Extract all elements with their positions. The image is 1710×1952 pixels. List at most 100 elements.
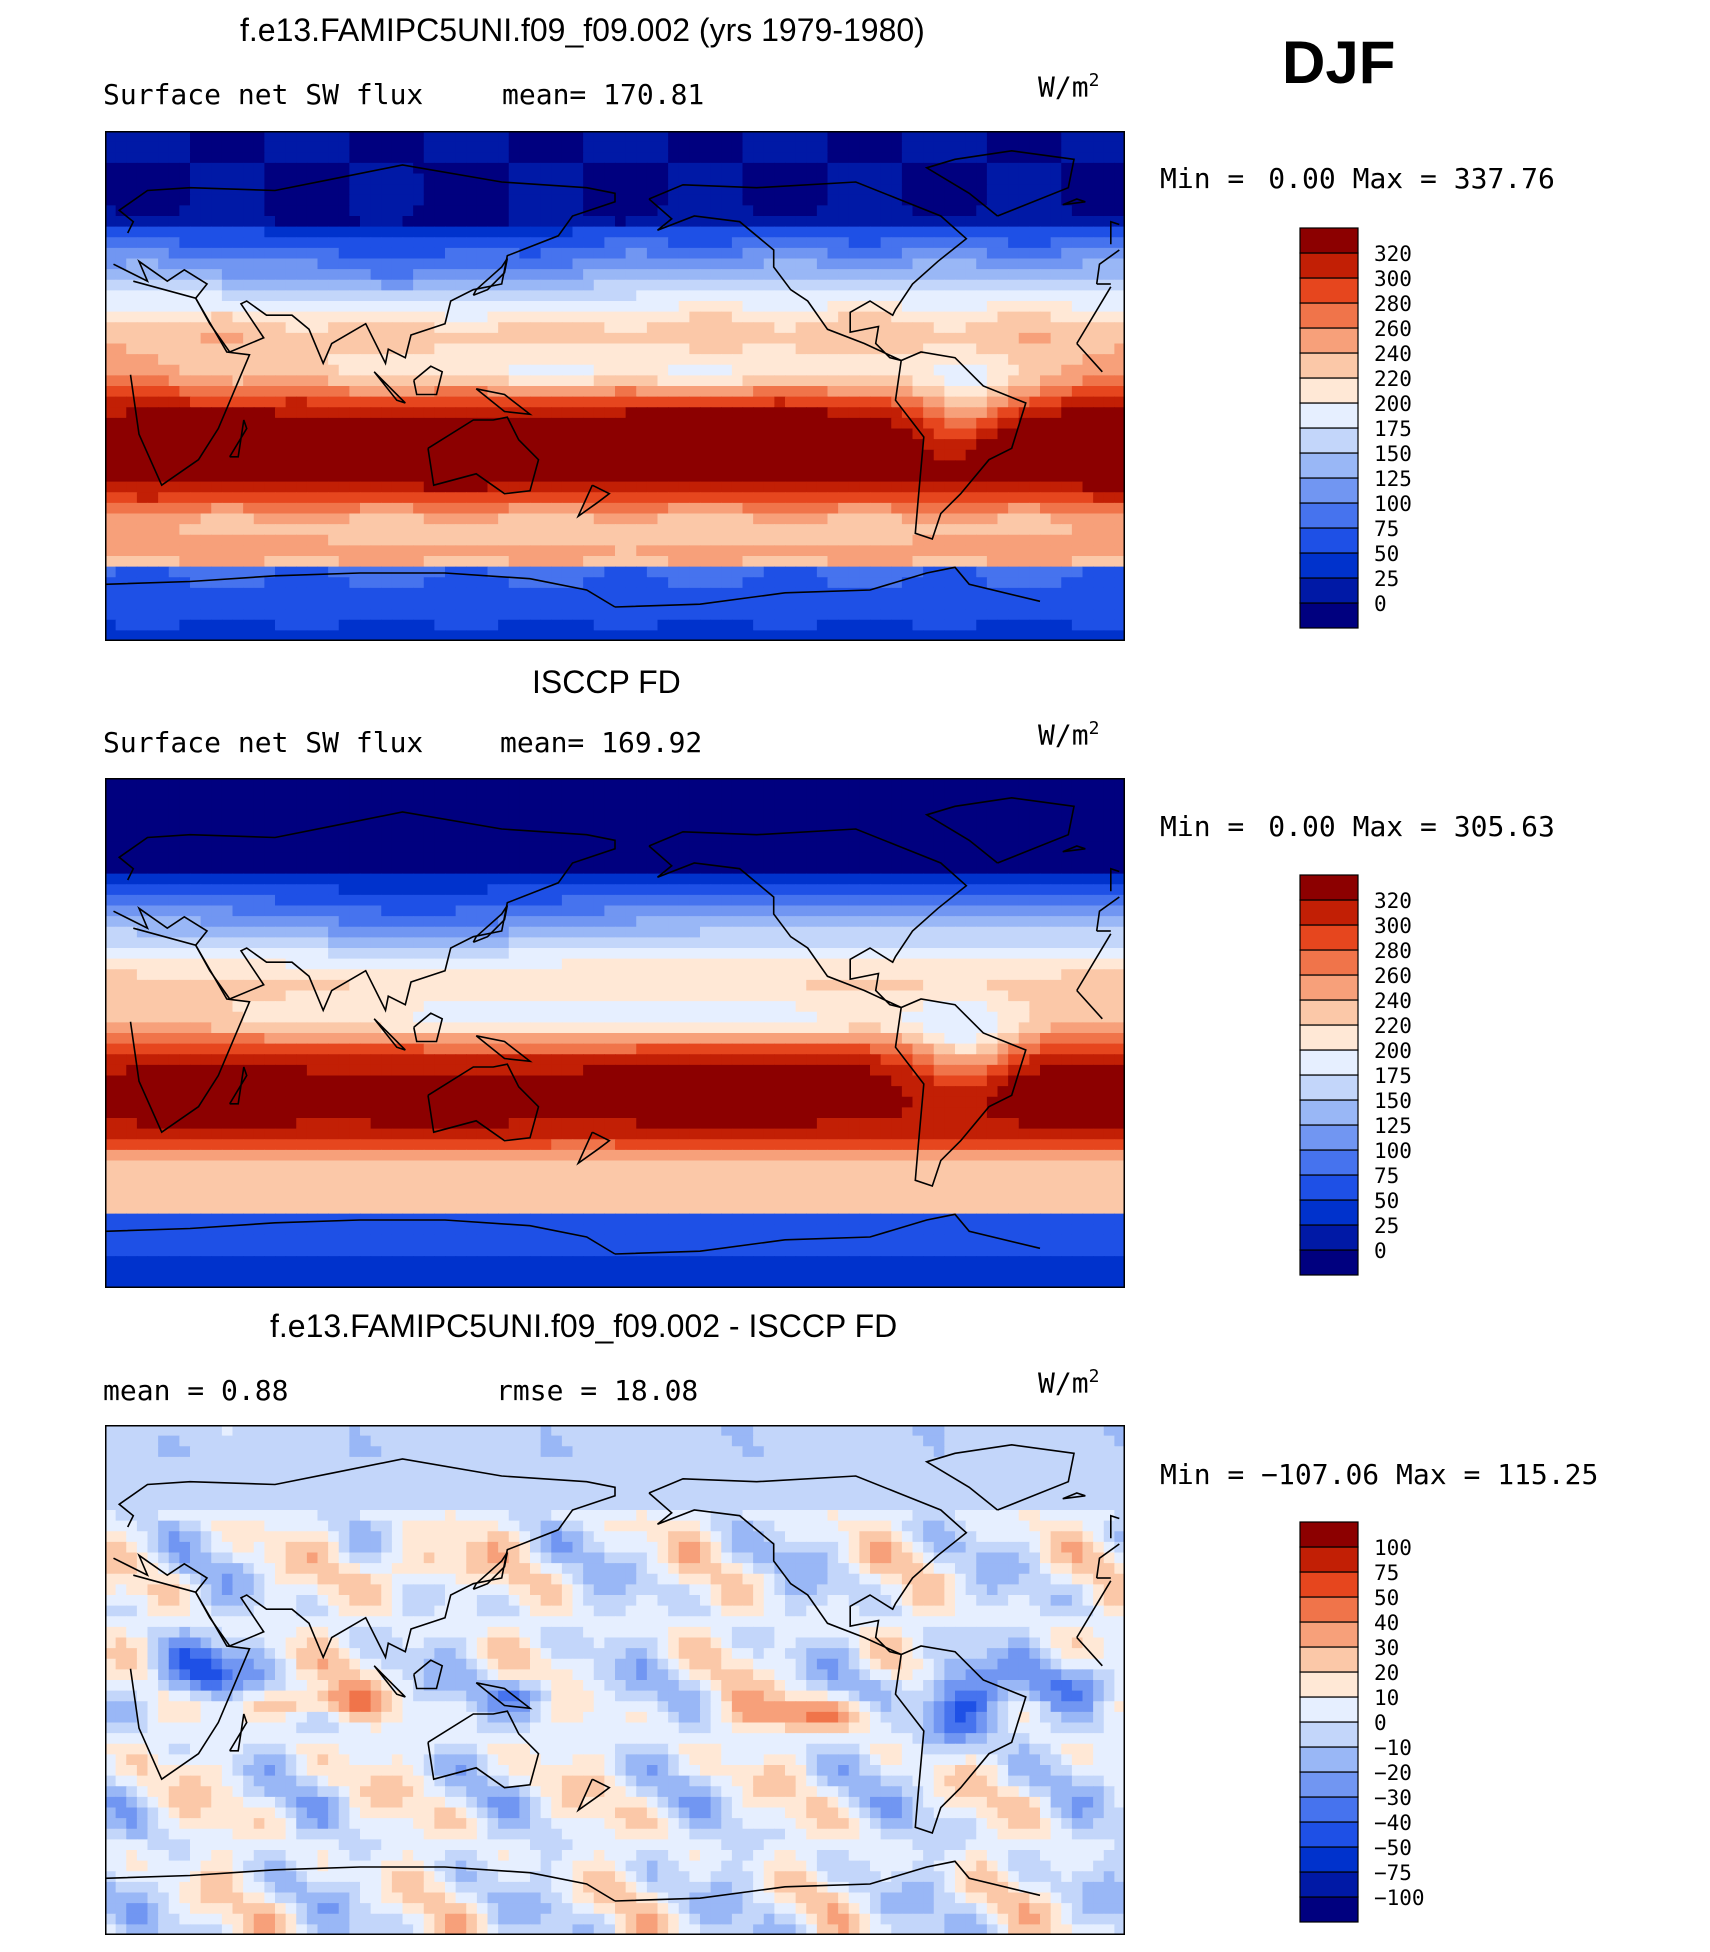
map-cell [572, 343, 584, 355]
map-cell [1114, 577, 1125, 589]
map-cell [232, 290, 244, 302]
map-cell [753, 524, 765, 536]
map-cell [859, 598, 871, 610]
map-cell [870, 407, 882, 419]
map-cell [1008, 502, 1020, 515]
map-cell [763, 162, 775, 175]
map-cell [593, 141, 605, 153]
map-cell [455, 311, 467, 323]
map-cell [636, 545, 648, 557]
map-cell [827, 332, 839, 345]
map-cell [774, 407, 786, 419]
map-cell [604, 162, 616, 175]
map-cell [965, 619, 977, 631]
map-cell [1114, 184, 1125, 196]
map-cell [221, 141, 234, 153]
map-cell [1040, 141, 1052, 153]
map-cell [1093, 799, 1105, 811]
map-cell [615, 809, 627, 822]
map-cell [561, 799, 574, 811]
map-cell [1008, 471, 1020, 483]
map-cell [848, 354, 860, 366]
map-cell [615, 216, 627, 228]
map-cell [147, 375, 159, 387]
map-cell [423, 417, 435, 430]
map-cell [870, 141, 882, 153]
map-cell [200, 609, 212, 621]
map-cell [636, 417, 648, 430]
map-cell [253, 471, 265, 483]
map-cell [700, 534, 712, 546]
map-cell [126, 226, 138, 238]
map-cell [455, 460, 467, 472]
map-cell [986, 301, 999, 313]
map-cell [105, 460, 117, 472]
map-cell [487, 598, 499, 610]
map-cell [1008, 226, 1020, 238]
map-cell [731, 322, 744, 334]
map-cell [827, 587, 839, 600]
map-cell [115, 247, 127, 260]
map-cell [678, 556, 690, 568]
map-cell [1029, 343, 1041, 355]
map-cell [593, 322, 605, 334]
map-cell [391, 513, 404, 525]
map-cell [391, 788, 404, 800]
map-cell [944, 216, 956, 228]
map-cell [221, 439, 234, 451]
map-cell [604, 258, 616, 270]
map-cell [721, 439, 733, 451]
map-cell [710, 502, 722, 515]
map-cell [742, 301, 754, 313]
map-cell [179, 417, 191, 430]
map-cell [646, 545, 659, 557]
map-cell [604, 460, 616, 472]
map-cell [944, 598, 956, 610]
map-cell [615, 386, 627, 398]
map-cell [870, 216, 882, 228]
map-cell [445, 173, 457, 185]
map-cell [317, 332, 329, 345]
map-cell [317, 152, 329, 164]
map-cell [530, 534, 542, 546]
map-cell [338, 513, 350, 525]
map-cell [625, 332, 637, 345]
map-cell [179, 449, 191, 461]
map-cell [763, 556, 775, 568]
map-cell [466, 407, 478, 419]
map-cell [466, 788, 478, 800]
map-cell [445, 439, 457, 451]
map-cell [646, 492, 659, 504]
map-cell [296, 364, 308, 376]
map-cell [615, 332, 627, 345]
map-cell [689, 386, 701, 398]
map-cell [349, 247, 361, 260]
map-cell [689, 343, 701, 355]
map-cell [742, 609, 754, 621]
map-cell [391, 428, 404, 440]
map-cell [423, 788, 435, 800]
map-cell [466, 778, 478, 790]
map-cell [168, 524, 180, 536]
map-cell [806, 152, 818, 164]
map-cell [264, 809, 276, 822]
map-cell [561, 407, 574, 419]
map-cell [243, 290, 255, 302]
map-cell [710, 630, 722, 641]
map-cell [413, 460, 425, 472]
map-cell [1071, 226, 1084, 238]
map-cell [338, 788, 350, 800]
map-cell [381, 788, 393, 800]
map-cell [445, 364, 457, 376]
map-cell [179, 247, 191, 260]
map-cell [657, 619, 669, 631]
map-cell [338, 332, 350, 345]
map-cell [785, 407, 797, 419]
map-cell [1029, 364, 1041, 376]
map-cell [646, 311, 659, 323]
map-cell [753, 162, 765, 175]
map-cell [147, 279, 159, 291]
map-cell [158, 449, 170, 461]
map-cell [891, 279, 903, 291]
map-cell [646, 788, 659, 800]
